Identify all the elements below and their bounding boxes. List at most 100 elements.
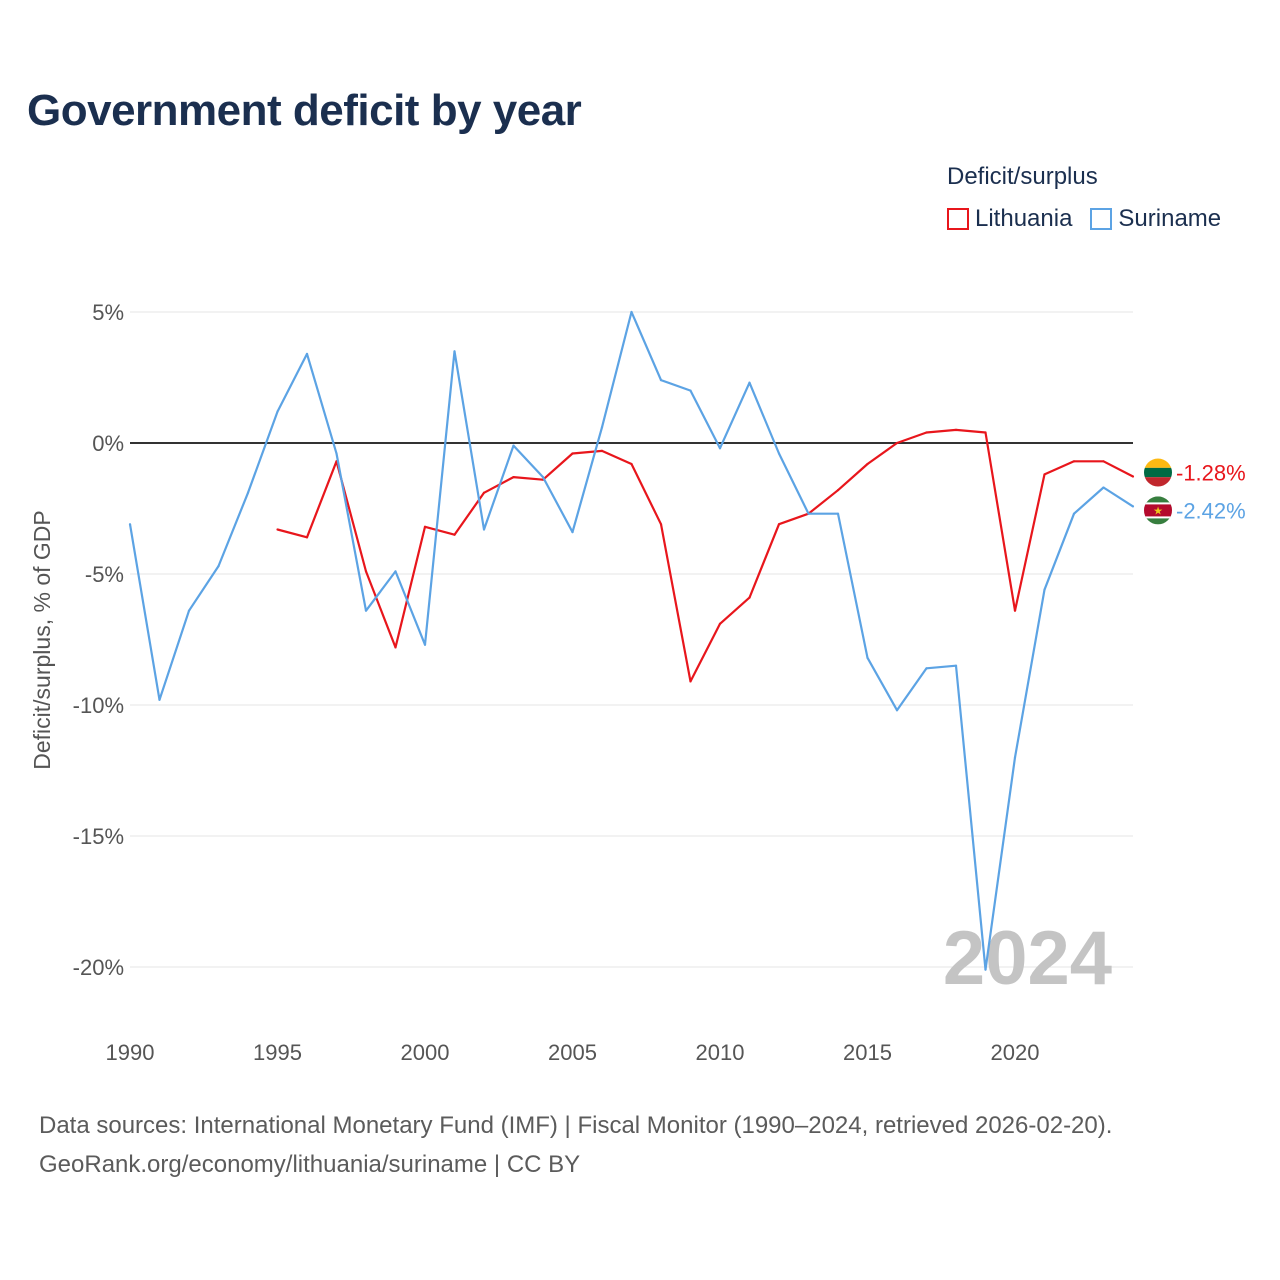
legend-label-lithuania: Lithuania xyxy=(975,205,1073,232)
legend: Lithuania Suriname xyxy=(947,205,1221,233)
data-point-suriname xyxy=(1013,756,1017,759)
data-point-suriname xyxy=(630,310,633,314)
data-point-suriname xyxy=(482,528,486,531)
flag-stripe xyxy=(1144,458,1172,468)
data-point-lithuania xyxy=(276,528,279,531)
y-tick-label: -15% xyxy=(73,824,124,849)
data-point-suriname xyxy=(925,667,928,670)
data-point-suriname xyxy=(1131,505,1135,508)
data-point-suriname xyxy=(689,389,692,392)
series-line-suriname xyxy=(128,310,1134,971)
data-point-suriname xyxy=(423,643,427,646)
data-point-suriname xyxy=(512,444,515,447)
y-tick-label: -5% xyxy=(85,562,124,587)
y-tick-labels: 5% 0% -5% -10% -15% -20% xyxy=(73,300,124,980)
x-tick-label: 1995 xyxy=(253,1040,302,1065)
x-tick-label: 2005 xyxy=(548,1040,597,1065)
x-tick-label: 2000 xyxy=(401,1040,450,1065)
flag-stripe xyxy=(1144,467,1172,478)
y-tick-label: -20% xyxy=(73,955,124,980)
year-watermark: 2024 xyxy=(943,916,1112,1001)
data-point-suriname xyxy=(453,350,456,353)
data-point-suriname xyxy=(1102,486,1105,489)
legend-title: Deficit/surplus xyxy=(947,163,1098,190)
flag-stripe xyxy=(1144,477,1172,487)
gridlines xyxy=(130,311,1133,968)
data-point-lithuania xyxy=(836,489,840,492)
series-end-markers: -1.28% ★ -2.42% xyxy=(1144,458,1246,525)
data-point-lithuania xyxy=(866,462,869,466)
flag-suriname: ★ xyxy=(1144,496,1172,525)
data-point-lithuania xyxy=(777,523,781,526)
data-point-suriname xyxy=(895,709,899,712)
x-tick-label: 2020 xyxy=(991,1040,1040,1065)
data-point-lithuania xyxy=(630,462,633,466)
y-tick-label: 0% xyxy=(92,431,124,456)
data-point-suriname xyxy=(158,698,161,701)
y-tick-label: -10% xyxy=(73,693,124,718)
data-point-lithuania xyxy=(689,680,692,683)
data-point-suriname xyxy=(571,530,574,534)
data-point-lithuania xyxy=(394,646,397,649)
data-point-suriname xyxy=(1072,512,1076,515)
data-point-lithuania xyxy=(453,533,456,536)
data-point-suriname xyxy=(1043,588,1046,591)
x-tick-labels: 1990 1995 2000 2005 2010 2015 2020 xyxy=(106,1040,1040,1065)
data-point-suriname xyxy=(866,656,869,659)
data-point-lithuania xyxy=(984,431,987,434)
data-point-suriname xyxy=(541,475,545,479)
footer: Data sources: International Monetary Fun… xyxy=(39,1106,1112,1184)
data-point-lithuania xyxy=(895,441,899,445)
series-lines xyxy=(128,310,1135,971)
data-point-suriname xyxy=(718,447,722,450)
data-point-lithuania xyxy=(571,452,574,455)
data-point-suriname xyxy=(187,609,191,612)
data-point-suriname xyxy=(305,352,309,356)
data-point-suriname xyxy=(364,609,368,612)
data-point-lithuania xyxy=(600,449,604,452)
data-point-suriname xyxy=(246,491,250,494)
data-point-suriname xyxy=(276,410,279,413)
end-label-lithuania: -1.28% xyxy=(1176,461,1246,486)
x-tick-label: 1990 xyxy=(106,1040,155,1065)
flag-lithuania xyxy=(1144,458,1172,487)
legend-item-suriname[interactable]: Suriname xyxy=(1090,205,1221,233)
data-point-suriname xyxy=(394,570,397,573)
data-point-suriname xyxy=(600,426,604,429)
chart-title: Government deficit by year xyxy=(27,86,582,135)
legend-item-lithuania[interactable]: Lithuania xyxy=(947,205,1072,233)
data-point-lithuania xyxy=(482,491,486,494)
attribution-link[interactable]: GeoRank.org/economy/lithuania/suriname |… xyxy=(39,1151,581,1178)
data-point-suriname xyxy=(807,512,810,515)
data-point-lithuania xyxy=(748,596,751,599)
data-point-suriname xyxy=(954,664,958,667)
data-point-suriname xyxy=(836,512,840,515)
data-point-lithuania xyxy=(925,431,928,434)
data-point-suriname xyxy=(748,381,751,384)
y-axis-label: Deficit/surplus, % of GDP xyxy=(29,510,55,769)
data-point-lithuania xyxy=(1102,460,1105,463)
series-line-lithuania xyxy=(277,428,1134,683)
y-tick-label: 5% xyxy=(92,300,124,325)
data-point-lithuania xyxy=(364,570,368,573)
data-point-suriname xyxy=(335,452,338,455)
data-point-lithuania xyxy=(954,428,958,431)
data-point-lithuania xyxy=(423,525,427,528)
data-point-suriname xyxy=(217,565,220,568)
data-point-lithuania xyxy=(1043,473,1046,476)
data-point-lithuania xyxy=(512,475,515,479)
flag-star: ★ xyxy=(1153,505,1163,517)
legend-label-suriname: Suriname xyxy=(1118,205,1222,232)
data-point-suriname xyxy=(777,452,781,455)
data-point-lithuania xyxy=(718,622,722,625)
legend-swatch-lithuania xyxy=(947,208,969,230)
data-point-lithuania xyxy=(1072,460,1076,463)
end-label-suriname: -2.42% xyxy=(1176,498,1246,523)
data-point-lithuania xyxy=(305,536,309,539)
data-point-lithuania xyxy=(659,523,663,526)
data-point-suriname xyxy=(128,523,132,526)
data-point-lithuania xyxy=(1131,475,1135,478)
x-tick-label: 2010 xyxy=(696,1040,745,1065)
data-point-suriname xyxy=(984,968,987,971)
